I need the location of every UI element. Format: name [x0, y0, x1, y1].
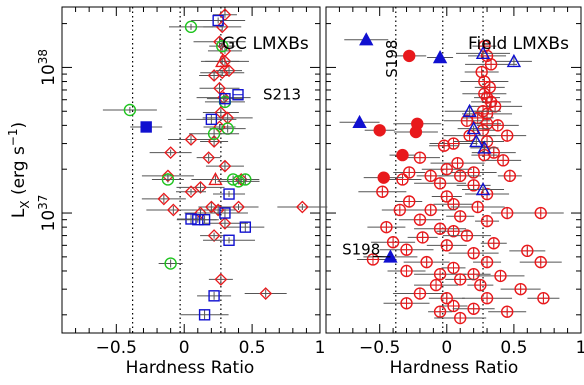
panel-left: −0.5 0 0.5 1 1037 1038 S213 — [36, 7, 327, 358]
data-point-circle — [374, 125, 385, 136]
y-tick-label: 1038 — [36, 49, 59, 86]
y-axis-label: LX (erg s−1) — [6, 122, 32, 218]
x-axis-label-left: Hardness Ratio — [126, 358, 255, 378]
x-axis-label-right: Hardness Ratio — [390, 358, 519, 378]
panel-left-title: GC LMXBs — [222, 34, 309, 54]
x-tick-label: −0.5 — [359, 338, 400, 358]
svg-text:LX (erg s−1): LX (erg s−1) — [6, 122, 32, 218]
x-tick-label: 0.5 — [239, 338, 266, 358]
data-point-circle — [378, 172, 389, 183]
x-tick-label: 0.5 — [500, 338, 527, 358]
data-point-square — [141, 122, 151, 132]
svg-text:S198: S198 — [383, 40, 401, 78]
panel-right-title: Field LMXBs — [468, 34, 569, 54]
data-point-circle — [404, 50, 415, 61]
annotation-label: S213 — [263, 86, 301, 104]
panel-right-frame — [326, 7, 581, 333]
x-tick-label: 0 — [441, 338, 452, 358]
svg-text:1037: 1037 — [36, 195, 59, 232]
data-point-circle — [397, 150, 408, 161]
panel-right: −0.5 0 0.5 1 S198 S198 — [326, 7, 584, 358]
x-tick-label: 0 — [179, 338, 190, 358]
svg-text:1038: 1038 — [36, 49, 59, 86]
y-tick-label: 1037 — [36, 195, 59, 232]
panel-left-frame — [62, 7, 320, 333]
x-tick-label: −0.5 — [96, 338, 137, 358]
annotation-label: S198 — [342, 240, 380, 258]
data-point-circle — [410, 127, 421, 138]
x-tick-label: 1 — [315, 338, 326, 358]
x-tick-label: 1 — [576, 338, 584, 358]
annotation-label: S198 — [383, 40, 401, 78]
